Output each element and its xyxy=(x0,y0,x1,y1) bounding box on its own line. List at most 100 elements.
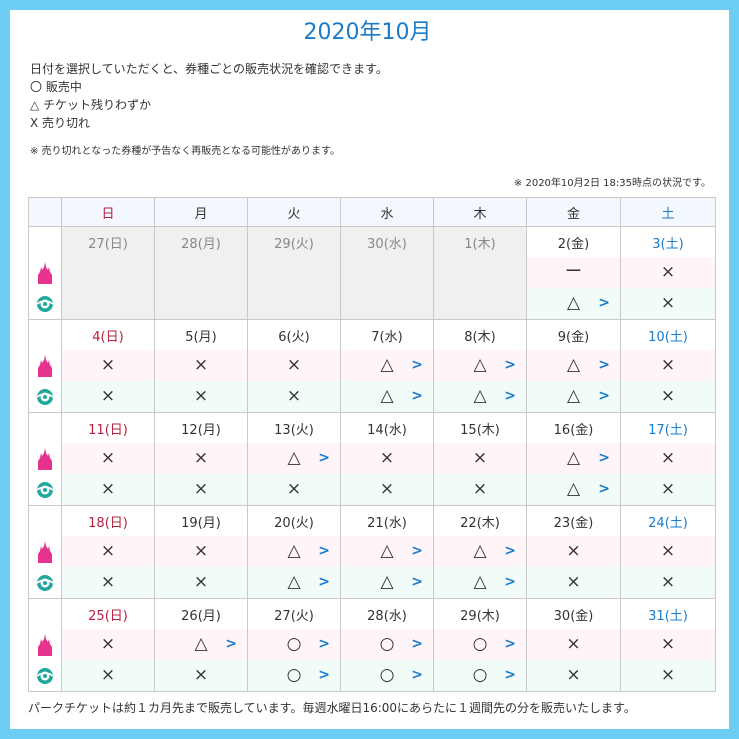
park-icons-cell xyxy=(28,598,62,692)
chevron-right-icon[interactable]: > xyxy=(411,388,423,404)
chevron-right-icon[interactable]: > xyxy=(318,636,330,652)
globe-icon xyxy=(29,660,61,691)
day-cell[interactable]: 21(水) △ > △ > xyxy=(340,505,434,599)
land-ticket-status[interactable]: △ > xyxy=(341,536,433,567)
day-cell[interactable]: 12(月) × × xyxy=(154,412,248,506)
land-ticket-status[interactable]: △ > xyxy=(155,629,247,660)
chevron-right-icon[interactable]: > xyxy=(598,295,610,311)
availability-mark: △ xyxy=(380,386,394,406)
day-cell[interactable]: 17(土) × × xyxy=(620,412,716,506)
sea-ticket-status[interactable]: △ > xyxy=(527,474,620,505)
sea-ticket-status[interactable]: △ > xyxy=(434,567,526,598)
day-cell[interactable]: 8(木) △ > △ > xyxy=(433,319,527,413)
availability-mark: × xyxy=(660,479,676,499)
availability-mark: × xyxy=(566,572,581,592)
chevron-right-icon[interactable]: > xyxy=(411,543,423,559)
day-date: 12(月) xyxy=(181,422,221,438)
land-ticket-status[interactable]: △ > xyxy=(341,350,433,381)
land-ticket-status: × xyxy=(621,629,715,660)
sea-ticket-status: × xyxy=(62,474,154,505)
chevron-right-icon[interactable]: > xyxy=(598,481,610,497)
land-ticket-status: × xyxy=(621,536,715,567)
land-ticket-status[interactable]: ○ > xyxy=(248,629,340,660)
day-cell[interactable]: 13(火) △ > × xyxy=(247,412,341,506)
land-ticket-status[interactable]: △ > xyxy=(248,443,340,474)
chevron-right-icon[interactable]: > xyxy=(504,388,516,404)
chevron-right-icon[interactable]: > xyxy=(411,574,423,590)
chevron-right-icon[interactable]: > xyxy=(504,357,516,373)
sea-ticket-status[interactable]: △ > xyxy=(527,381,620,412)
day-cell[interactable]: 31(土) × × xyxy=(620,598,716,692)
day-cell[interactable]: 18(日) × × xyxy=(61,505,155,599)
availability-mark: × xyxy=(379,479,395,499)
land-ticket-status[interactable]: △ > xyxy=(248,536,340,567)
day-cell[interactable]: 30(金) × × xyxy=(526,598,621,692)
day-cell[interactable]: 26(月) △ > × xyxy=(154,598,248,692)
week-row: 4(日) × × 5(月) × × 6(火) × × 7(水) △ > △ >8(木) △ > △ >9(金) △ >… xyxy=(28,319,716,413)
chevron-right-icon[interactable]: > xyxy=(318,543,330,559)
day-cell[interactable]: 6(火) × × xyxy=(247,319,341,413)
chevron-right-icon[interactable]: > xyxy=(504,636,516,652)
chevron-right-icon[interactable]: > xyxy=(411,636,423,652)
sea-ticket-status: × xyxy=(62,660,154,691)
calendar-table: 日 月 火 水 木 金 土 27(日) 28(月) 29(火) 30(水) 1(木) 2(… xyxy=(28,197,716,692)
chevron-right-icon[interactable]: > xyxy=(318,450,330,466)
day-cell[interactable]: 25(日) × × xyxy=(61,598,155,692)
day-cell[interactable]: 27(火) ○ > ○ > xyxy=(247,598,341,692)
day-cell[interactable]: 5(月) × × xyxy=(154,319,248,413)
sea-ticket-status: × xyxy=(248,474,340,505)
day-cell[interactable]: 19(月) × × xyxy=(154,505,248,599)
land-ticket-status[interactable]: △ > xyxy=(434,536,526,567)
sea-ticket-status[interactable]: △ > xyxy=(434,381,526,412)
day-cell[interactable]: 15(木) × × xyxy=(433,412,527,506)
day-date: 30(水) xyxy=(367,236,407,252)
day-cell[interactable]: 4(日) × × xyxy=(61,319,155,413)
chevron-right-icon[interactable]: > xyxy=(504,543,516,559)
day-cell[interactable]: 9(金) △ > △ > xyxy=(526,319,621,413)
chevron-right-icon[interactable]: > xyxy=(318,667,330,683)
chevron-right-icon[interactable]: > xyxy=(225,636,237,652)
weekday-header: 火 xyxy=(247,197,341,227)
land-ticket-status[interactable]: △ > xyxy=(527,350,620,381)
land-ticket-status: × xyxy=(155,536,247,567)
day-cell[interactable]: 28(水) ○ > ○ > xyxy=(340,598,434,692)
day-date: 15(木) xyxy=(460,422,500,438)
land-ticket-status[interactable]: ○ > xyxy=(434,629,526,660)
day-cell[interactable]: 20(火) △ > △ > xyxy=(247,505,341,599)
chevron-right-icon[interactable]: > xyxy=(318,574,330,590)
sea-ticket-status[interactable]: ○ > xyxy=(341,660,433,691)
day-cell[interactable]: 23(金) × × xyxy=(526,505,621,599)
land-ticket-status[interactable]: △ > xyxy=(527,443,620,474)
chevron-right-icon[interactable]: > xyxy=(411,357,423,373)
chevron-right-icon[interactable]: > xyxy=(411,667,423,683)
availability-mark: × xyxy=(100,448,116,468)
chevron-right-icon[interactable]: > xyxy=(504,667,516,683)
chevron-right-icon[interactable]: > xyxy=(598,357,610,373)
land-ticket-status xyxy=(341,257,433,288)
sea-ticket-status[interactable]: △ > xyxy=(248,567,340,598)
day-cell[interactable]: 10(土) × × xyxy=(620,319,716,413)
day-cell[interactable]: 22(木) △ > △ > xyxy=(433,505,527,599)
day-cell[interactable]: 16(金) △ > △ > xyxy=(526,412,621,506)
sea-ticket-status[interactable]: △ > xyxy=(341,381,433,412)
chevron-right-icon[interactable]: > xyxy=(598,388,610,404)
sea-ticket-status[interactable]: △ > xyxy=(341,567,433,598)
day-cell[interactable]: 7(水) △ > △ > xyxy=(340,319,434,413)
day-cell[interactable]: 3(土) × × xyxy=(620,226,716,320)
chevron-right-icon[interactable]: > xyxy=(504,574,516,590)
day-cell[interactable]: 2(金) ー △ > xyxy=(526,226,621,320)
day-cell[interactable]: 14(水) × × xyxy=(340,412,434,506)
day-date: 19(月) xyxy=(181,515,221,531)
land-ticket-status[interactable]: ○ > xyxy=(341,629,433,660)
sea-ticket-status[interactable]: △ > xyxy=(527,288,620,319)
land-ticket-status[interactable]: △ > xyxy=(434,350,526,381)
day-date: 26(月) xyxy=(181,608,221,624)
sea-ticket-status[interactable]: ○ > xyxy=(248,660,340,691)
sea-ticket-status: × xyxy=(62,381,154,412)
day-cell[interactable]: 11(日) × × xyxy=(61,412,155,506)
day-cell[interactable]: 29(木) ○ > ○ > xyxy=(433,598,527,692)
day-cell[interactable]: 24(土) × × xyxy=(620,505,716,599)
chevron-right-icon[interactable]: > xyxy=(598,450,610,466)
day-date: 6(火) xyxy=(278,329,310,345)
sea-ticket-status[interactable]: ○ > xyxy=(434,660,526,691)
